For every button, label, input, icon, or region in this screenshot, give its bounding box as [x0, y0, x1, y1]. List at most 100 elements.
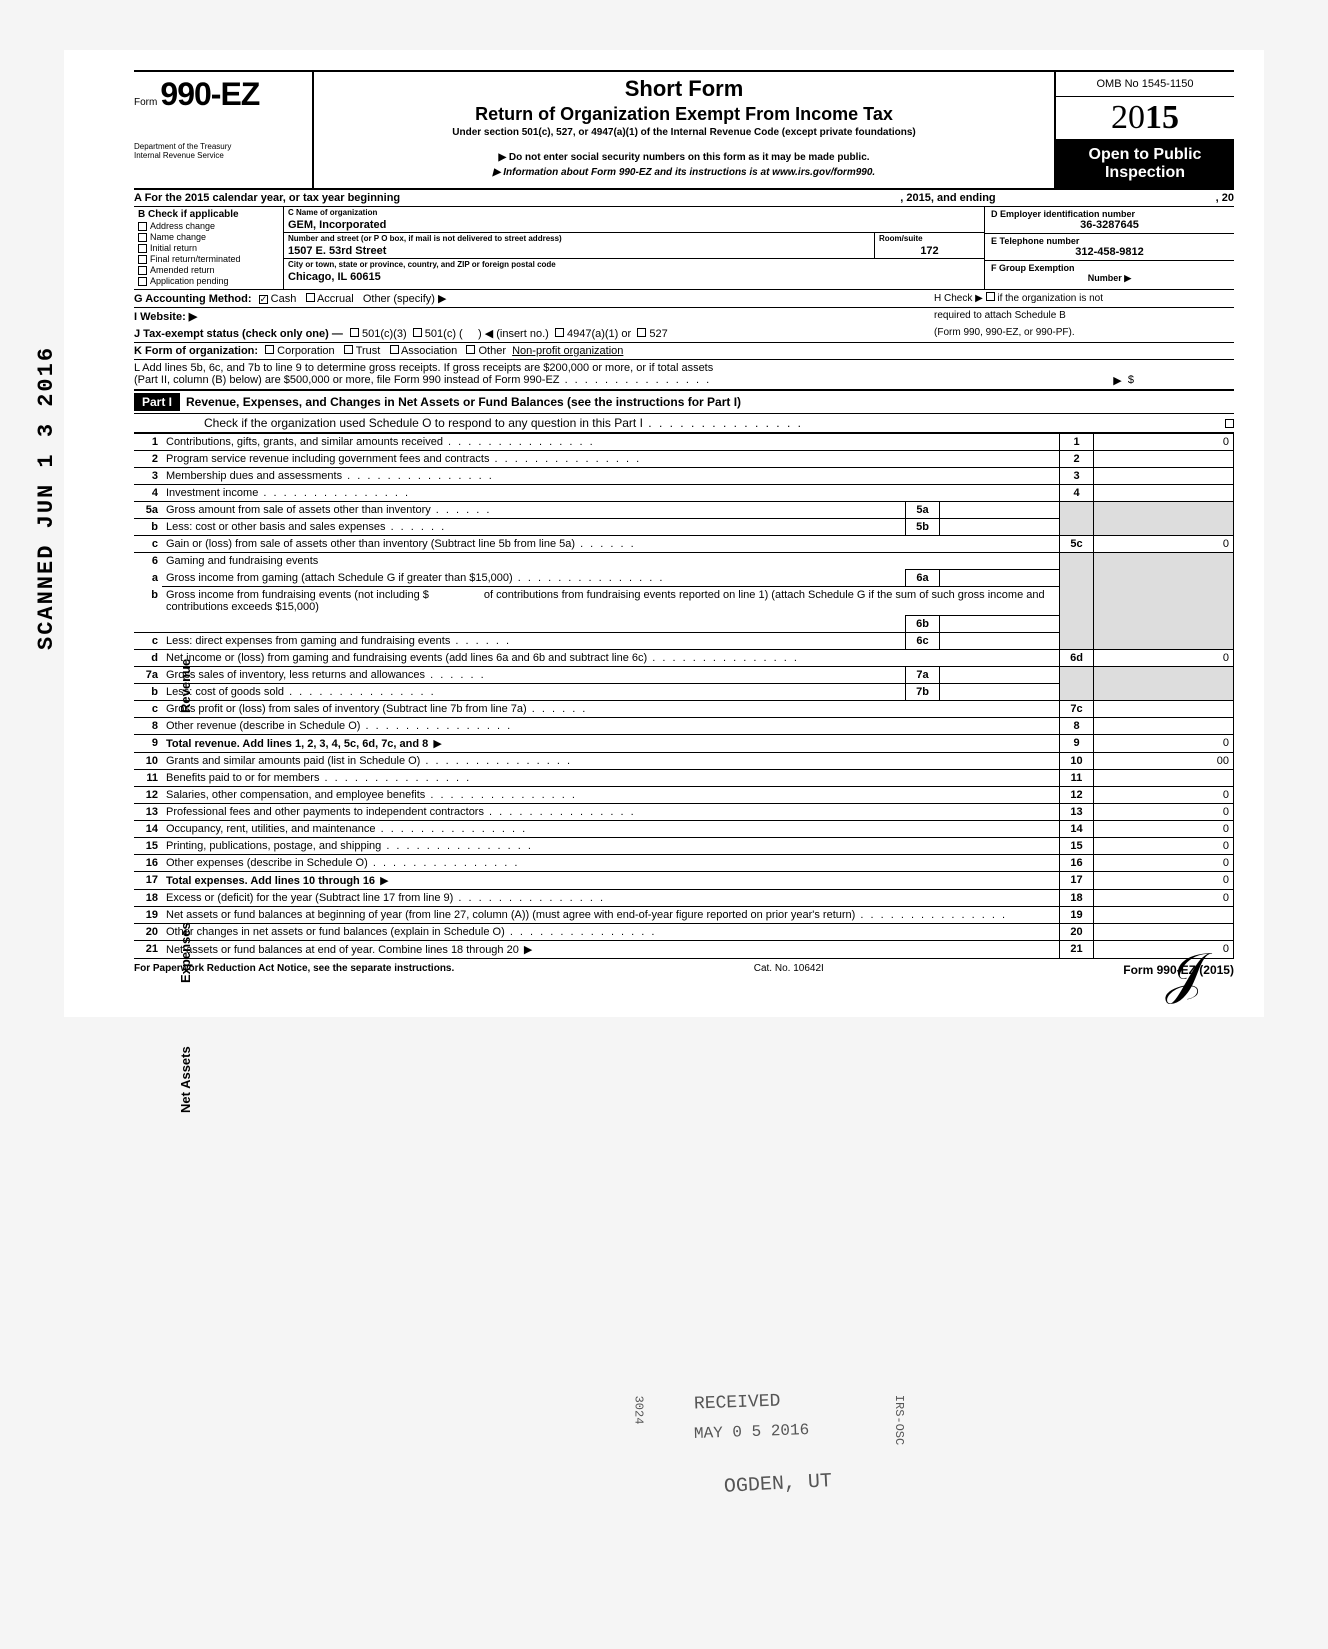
- h-text-3: required to attach Schedule B: [934, 310, 1066, 321]
- box-lbl-11: 11: [1060, 770, 1094, 787]
- desc-6c: Less: direct expenses from gaming and fu…: [162, 633, 906, 650]
- section-revenue-label: Revenue: [178, 659, 193, 713]
- chk-4947[interactable]: [555, 328, 564, 337]
- title-short-form: Short Form: [322, 76, 1046, 102]
- chk-accrual[interactable]: [306, 293, 315, 302]
- chk-initial-return[interactable]: [138, 244, 147, 253]
- chk-501c[interactable]: [413, 328, 422, 337]
- ln-3: 3: [134, 468, 162, 485]
- h-text-2: if the organization is not: [995, 293, 1103, 304]
- c-name-label: C Name of organization: [284, 207, 984, 218]
- box-lbl-15: 15: [1060, 838, 1094, 855]
- shade-6-val: [1094, 553, 1234, 570]
- chk-amended-return[interactable]: [138, 266, 147, 275]
- box-lbl-7a: 7a: [906, 667, 940, 684]
- org-city: Chicago, IL 60615: [284, 270, 984, 284]
- ln-5a: 5a: [134, 502, 162, 519]
- desc-1: Contributions, gifts, grants, and simila…: [162, 434, 1060, 451]
- ln-2: 2: [134, 451, 162, 468]
- desc-5b: Less: cost or other basis and sales expe…: [162, 519, 906, 536]
- val-1: 0: [1094, 434, 1234, 451]
- box-lbl-6d: 6d: [1060, 650, 1094, 667]
- dept-line-2: Internal Revenue Service: [134, 152, 306, 161]
- val-17: 0: [1094, 872, 1234, 890]
- form-footer: For Paperwork Reduction Act Notice, see …: [134, 963, 1234, 977]
- box-lbl-19: 19: [1060, 907, 1094, 924]
- phone-value: 312-458-9812: [991, 246, 1228, 258]
- val-14: 0: [1094, 821, 1234, 838]
- box-lbl-14: 14: [1060, 821, 1094, 838]
- stamp-received: RECEIVED: [694, 1391, 781, 1414]
- lbl-association: Association: [401, 345, 457, 357]
- chk-cash[interactable]: [259, 295, 268, 304]
- desc-7b: Less: cost of goods sold: [162, 684, 906, 701]
- chk-schedule-o[interactable]: [1225, 419, 1234, 428]
- chk-final-return[interactable]: [138, 255, 147, 264]
- val-9: 0: [1094, 735, 1234, 753]
- row-k: K Form of organization: Corporation Trus…: [134, 343, 1234, 360]
- lbl-accrual: Accrual: [317, 293, 354, 305]
- form-number: 990-EZ: [160, 76, 259, 112]
- lbl-name-change: Name change: [150, 232, 206, 242]
- chk-527[interactable]: [637, 328, 646, 337]
- row-i: I Website: ▶ required to attach Schedule…: [134, 308, 1234, 325]
- stamp-irs-osc: IRS-OSC: [892, 1395, 906, 1445]
- chk-address-change[interactable]: [138, 222, 147, 231]
- box-lbl-20: 20: [1060, 924, 1094, 941]
- main-table: 1Contributions, gifts, grants, and simil…: [134, 433, 1234, 959]
- row-j: J Tax-exempt status (check only one) — 5…: [134, 325, 1234, 343]
- chk-association[interactable]: [390, 345, 399, 354]
- box-lbl-9: 9: [1060, 735, 1094, 753]
- val-6b: [940, 616, 1060, 633]
- chk-name-change[interactable]: [138, 233, 147, 242]
- ln-15: 15: [134, 838, 162, 855]
- lbl-4947: 4947(a)(1) or: [567, 328, 631, 340]
- title-return: Return of Organization Exempt From Incom…: [322, 104, 1046, 125]
- lbl-other-org: Other: [478, 345, 506, 357]
- ln-12: 12: [134, 787, 162, 804]
- ln-7b: b: [134, 684, 162, 701]
- org-room: 172: [875, 244, 984, 258]
- lbl-trust: Trust: [356, 345, 381, 357]
- desc-2: Program service revenue including govern…: [162, 451, 1060, 468]
- e-label: E Telephone number: [991, 236, 1228, 246]
- part-1-check-text: Check if the organization used Schedule …: [204, 416, 803, 430]
- part-1-check-row: Check if the organization used Schedule …: [134, 414, 1234, 433]
- box-lbl-10: 10: [1060, 753, 1094, 770]
- chk-trust[interactable]: [344, 345, 353, 354]
- org-street: 1507 E. 53rd Street: [284, 244, 874, 258]
- desc-10: Grants and similar amounts paid (list in…: [162, 753, 1060, 770]
- ln-5b: b: [134, 519, 162, 536]
- c-addr-label: Number and street (or P O box, if mail i…: [284, 233, 874, 244]
- lbl-initial-return: Initial return: [150, 243, 197, 253]
- chk-501c3[interactable]: [350, 328, 359, 337]
- lbl-cash: Cash: [271, 293, 297, 305]
- desc-6a: Gross income from gaming (attach Schedul…: [162, 570, 906, 587]
- shade-5-val: [1094, 502, 1234, 536]
- desc-19: Net assets or fund balances at beginning…: [162, 907, 1060, 924]
- stamp-ogden: OGDEN, UT: [723, 1470, 832, 1499]
- header-left: Form 990-EZ Department of the Treasury I…: [134, 72, 314, 188]
- tax-year: 2015: [1056, 97, 1234, 140]
- desc-11: Benefits paid to or for members: [162, 770, 1060, 787]
- desc-13: Professional fees and other payments to …: [162, 804, 1060, 821]
- org-name: GEM, Incorporated: [284, 218, 984, 232]
- block-bcdef: B Check if applicable Address change Nam…: [134, 207, 1234, 290]
- ln-20: 20: [134, 924, 162, 941]
- chk-other-org[interactable]: [466, 345, 475, 354]
- signature-mark: 𝒥: [1165, 942, 1204, 1007]
- chk-schedule-b[interactable]: [986, 292, 995, 301]
- val-7c: [1094, 701, 1234, 718]
- box-lbl-3: 3: [1060, 468, 1094, 485]
- ln-18: 18: [134, 890, 162, 907]
- chk-application-pending[interactable]: [138, 277, 147, 286]
- box-lbl-4: 4: [1060, 485, 1094, 502]
- chk-corporation[interactable]: [265, 345, 274, 354]
- ln-11: 11: [134, 770, 162, 787]
- f-label: F Group Exemption: [991, 263, 1228, 273]
- l-text-1: L Add lines 5b, 6c, and 7b to line 9 to …: [134, 362, 1234, 374]
- ln-16: 16: [134, 855, 162, 872]
- org-type-other-value: Non-profit organization: [512, 345, 623, 357]
- desc-15: Printing, publications, postage, and shi…: [162, 838, 1060, 855]
- lbl-corporation: Corporation: [277, 345, 334, 357]
